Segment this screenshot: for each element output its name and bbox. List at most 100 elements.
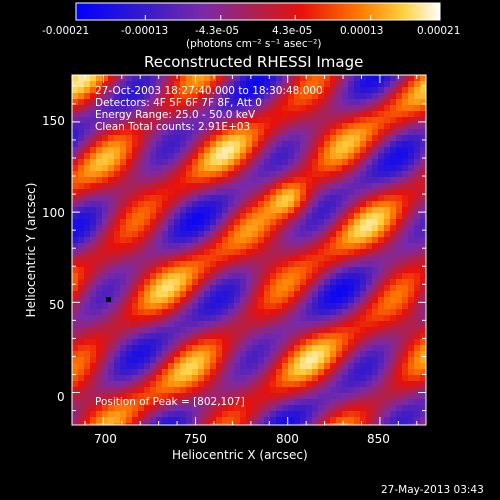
heatmap-cell <box>162 255 169 262</box>
heatmap-cell <box>396 309 403 316</box>
heatmap-cell <box>84 81 91 88</box>
heatmap-cell <box>186 171 193 178</box>
heatmap-cell <box>72 339 79 346</box>
heatmap-cell <box>246 171 253 178</box>
heatmap-cell <box>384 285 391 292</box>
heatmap-cell <box>276 189 283 196</box>
heatmap-cell <box>390 327 397 334</box>
heatmap-cell <box>372 267 379 274</box>
heatmap-cell <box>300 207 307 214</box>
heatmap-cell <box>114 147 121 154</box>
heatmap-cell <box>180 171 187 178</box>
heatmap-cell <box>162 105 169 112</box>
heatmap-cell <box>150 399 157 406</box>
heatmap-cell <box>390 93 397 100</box>
heatmap-cell <box>222 405 229 412</box>
heatmap-cell <box>288 177 295 184</box>
heatmap-cell <box>420 411 427 418</box>
heatmap-cell <box>114 123 121 130</box>
heatmap-cell <box>354 189 361 196</box>
heatmap-cell <box>258 171 265 178</box>
heatmap-cell <box>336 345 343 352</box>
heatmap-cell <box>108 87 115 94</box>
heatmap-cell <box>180 219 187 226</box>
heatmap-cell <box>150 381 157 388</box>
heatmap-cell <box>324 405 331 412</box>
heatmap-cell <box>288 321 295 328</box>
heatmap-cell <box>384 219 391 226</box>
heatmap-cell <box>90 165 97 172</box>
heatmap-cell <box>360 369 367 376</box>
heatmap-cell <box>336 297 343 304</box>
heatmap-cell <box>168 363 175 370</box>
heatmap-cell <box>252 423 259 426</box>
heatmap-cell <box>372 129 379 136</box>
heatmap-cell <box>276 81 283 88</box>
heatmap-cell <box>210 381 217 388</box>
heatmap-cell <box>324 381 331 388</box>
heatmap-cell <box>234 141 241 148</box>
heatmap-cell <box>258 201 265 208</box>
heatmap-cell <box>186 375 193 382</box>
heatmap-cell <box>270 351 277 358</box>
heatmap-cell <box>198 303 205 310</box>
annotation-clean-counts: Clean Total counts: 2.91E+03 <box>95 121 251 133</box>
heatmap-cell <box>300 375 307 382</box>
heatmap-cell <box>300 231 307 238</box>
heatmap-cell <box>360 201 367 208</box>
heatmap-cell <box>192 81 199 88</box>
heatmap-cell <box>186 165 193 172</box>
heatmap-cell <box>306 219 313 226</box>
heatmap-cell <box>156 423 163 426</box>
heatmap-cell <box>72 207 79 214</box>
heatmap-cell <box>168 291 175 298</box>
heatmap-cell <box>390 213 397 220</box>
heatmap-cell <box>294 411 301 418</box>
heatmap-cell <box>204 285 211 292</box>
heatmap-cell <box>78 117 85 124</box>
heatmap-cell <box>420 207 427 214</box>
heatmap-cell <box>402 279 409 286</box>
heatmap-cell <box>306 189 313 196</box>
heatmap-cell <box>246 153 253 160</box>
heatmap-cell <box>378 141 385 148</box>
heatmap-cell <box>240 363 247 370</box>
heatmap-cell <box>72 231 79 238</box>
heatmap-cell <box>408 231 415 238</box>
heatmap-cell <box>330 387 337 394</box>
heatmap-cell <box>102 279 109 286</box>
heatmap-cell <box>156 111 163 118</box>
heatmap-cell <box>126 375 133 382</box>
heatmap-cell <box>414 327 421 334</box>
heatmap-cell <box>336 411 343 418</box>
heatmap-cell <box>246 141 253 148</box>
heatmap-cell <box>126 135 133 142</box>
heatmap-cell <box>390 99 397 106</box>
heatmap-cell <box>408 111 415 118</box>
heatmap-cell <box>102 417 109 424</box>
heatmap-cell <box>414 147 421 154</box>
heatmap-cell <box>138 393 145 400</box>
heatmap-cell <box>138 87 145 94</box>
heatmap-cell <box>96 225 103 232</box>
heatmap-cell <box>282 81 289 88</box>
heatmap-cell <box>216 387 223 394</box>
heatmap-cell <box>390 183 397 190</box>
heatmap-cell <box>414 267 421 274</box>
heatmap-cell <box>384 261 391 268</box>
heatmap-cell <box>132 381 139 388</box>
heatmap-cell <box>72 171 79 178</box>
heatmap-cell <box>240 303 247 310</box>
heatmap-cell <box>168 243 175 250</box>
heatmap-cell <box>84 141 91 148</box>
heatmap-cell <box>240 393 247 400</box>
heatmap-cell <box>408 267 415 274</box>
heatmap-cell <box>372 87 379 94</box>
heatmap-cell <box>252 399 259 406</box>
heatmap-cell <box>348 375 355 382</box>
heatmap-cell <box>132 405 139 412</box>
heatmap-cell <box>324 399 331 406</box>
heatmap-cell <box>174 261 181 268</box>
heatmap-cell <box>246 99 253 106</box>
heatmap-cell <box>168 411 175 418</box>
